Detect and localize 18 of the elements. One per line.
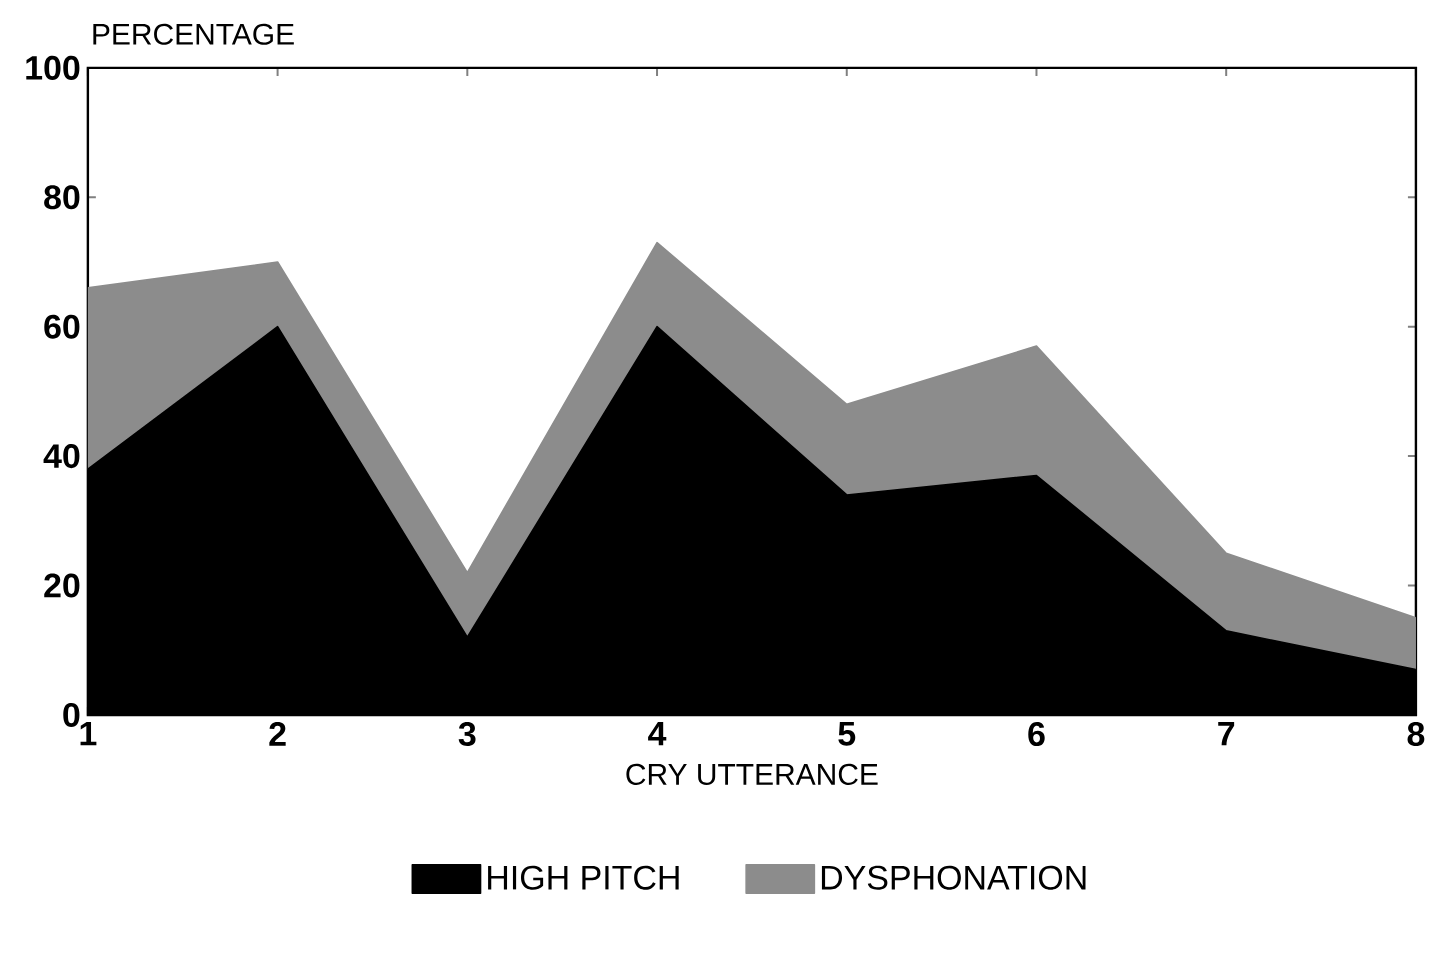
x-tick-label: 3 — [458, 722, 476, 747]
legend-label: HIGH PITCH — [488, 865, 679, 890]
y-tick-label: 60 — [44, 314, 80, 339]
y-tick-label: 0 — [63, 703, 80, 728]
x-axis-title: CRY UTTERANCE — [626, 763, 878, 786]
x-tick-label: 8 — [1407, 722, 1425, 747]
y-tick-label: 80 — [44, 185, 80, 210]
y-tick-label: 100 — [26, 56, 80, 81]
y-tick-label: 40 — [43, 444, 80, 469]
y-axis-title: PERCENTAGE — [93, 23, 294, 46]
x-tick-label: 7 — [1218, 722, 1235, 746]
x-tick-label: 2 — [269, 722, 286, 746]
x-tick-label: 1 — [80, 722, 97, 746]
y-tick-label: 20 — [44, 573, 80, 598]
x-tick-label: 4 — [648, 722, 667, 746]
legend-label: DYSPHONATION — [821, 865, 1086, 890]
x-tick-label: 6 — [1028, 722, 1045, 747]
x-tick-label: 5 — [838, 722, 856, 746]
